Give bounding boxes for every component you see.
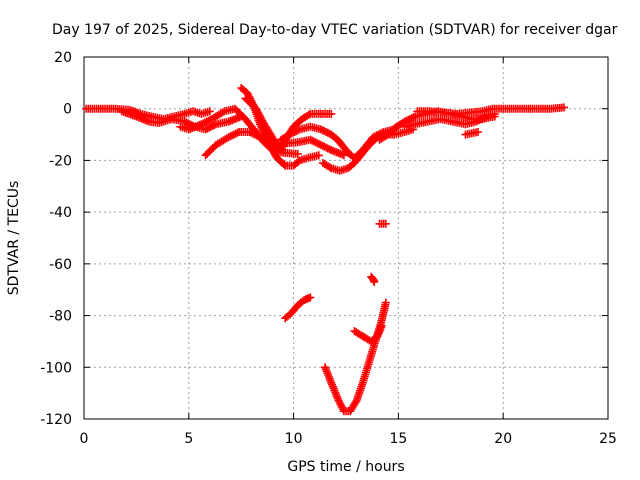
data-point-marker — [268, 145, 277, 154]
data-point-marker — [381, 219, 390, 228]
plot-frame — [83, 56, 609, 420]
data-point-marker — [337, 401, 346, 410]
data-point-marker — [231, 129, 240, 138]
x-tick-label: 20 — [494, 431, 512, 447]
data-point-marker — [336, 399, 345, 408]
y-tick-label: -40 — [49, 205, 72, 221]
data-point-marker — [377, 321, 386, 330]
data-point-marker — [252, 131, 261, 140]
data-points — [82, 84, 568, 416]
data-point-marker — [320, 127, 329, 136]
data-point-marker — [293, 150, 302, 158]
data-point-marker — [560, 103, 568, 112]
data-point-marker — [304, 110, 313, 119]
data-point-marker — [320, 142, 329, 151]
data-point-marker — [407, 114, 416, 123]
data-point-marker — [474, 128, 482, 136]
data-point-marker — [218, 108, 227, 117]
grid-lines — [84, 57, 608, 419]
chart-title: Day 197 of 2025, Sidereal Day-to-day VTE… — [52, 22, 618, 38]
x-tick-label: 0 — [80, 431, 89, 447]
data-point-marker — [306, 135, 315, 144]
data-point-marker — [370, 278, 379, 286]
x-axis-label: GPS time / hours — [287, 459, 404, 475]
data-point-marker — [323, 128, 332, 137]
data-point-marker — [279, 160, 288, 169]
data-point-marker — [322, 143, 331, 152]
data-point-marker — [247, 128, 256, 137]
data-point-marker — [473, 116, 482, 125]
y-tick-label: 0 — [63, 102, 72, 118]
data-point-marker — [316, 140, 325, 149]
x-tick-labels: 0 5 10 15 20 25 — [80, 431, 617, 447]
data-point-marker — [405, 115, 414, 124]
series-track-15 — [350, 321, 386, 346]
data-point-marker — [200, 118, 209, 127]
data-point-marker — [339, 151, 348, 160]
series-track-13 — [281, 293, 315, 323]
data-point-marker — [381, 298, 390, 307]
data-point-marker — [254, 132, 263, 141]
data-point-marker — [204, 116, 213, 125]
data-point-marker — [249, 129, 258, 138]
axis-ticks — [83, 56, 609, 420]
y-axis-label: SDTVAR / TECUs — [6, 181, 22, 296]
y-tick-label: -100 — [40, 360, 72, 376]
y-tick-labels: -120 -100 -80 -60 -40 -20 0 20 — [40, 50, 72, 428]
y-tick-label: -20 — [49, 153, 72, 169]
data-point-marker — [226, 132, 235, 141]
data-point-marker — [199, 119, 208, 128]
data-point-marker — [205, 123, 214, 132]
data-point-marker — [229, 130, 238, 139]
data-point-marker — [294, 126, 303, 135]
data-point-marker — [285, 130, 294, 139]
x-tick-label: 25 — [599, 431, 617, 447]
data-point-marker — [478, 114, 487, 123]
data-point-marker — [325, 145, 334, 154]
data-point-marker — [351, 398, 360, 407]
x-tick-label: 10 — [285, 431, 303, 447]
y-tick-label: -60 — [49, 257, 72, 273]
data-point-marker — [290, 128, 299, 136]
y-tick-label: 20 — [54, 50, 72, 66]
data-point-marker — [251, 104, 260, 113]
data-point-marker — [327, 109, 336, 118]
series-track-16 — [367, 272, 379, 286]
y-tick-label: -80 — [49, 309, 72, 325]
data-point-marker — [311, 138, 320, 147]
series-track-17 — [375, 219, 390, 228]
data-point-marker — [314, 151, 323, 160]
data-point-marker — [224, 133, 233, 142]
data-point-marker — [334, 396, 343, 405]
y-tick-label: -120 — [40, 412, 72, 428]
data-point-marker — [308, 136, 317, 145]
data-point-marker — [316, 125, 325, 134]
data-point-marker — [325, 163, 334, 172]
data-point-marker — [201, 125, 210, 134]
x-tick-label: 5 — [184, 431, 193, 447]
series-track-11 — [413, 103, 568, 118]
data-point-marker — [306, 293, 315, 302]
data-point-marker — [210, 121, 219, 130]
data-point-marker — [477, 115, 486, 124]
x-tick-label: 15 — [389, 431, 407, 447]
data-point-marker — [205, 107, 214, 116]
series-track-12 — [461, 128, 482, 139]
